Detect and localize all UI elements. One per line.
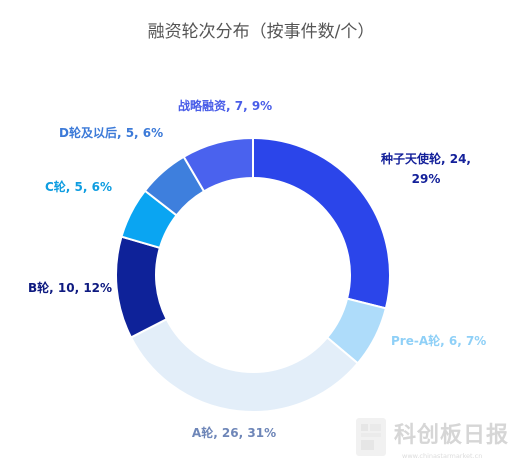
slice-1 (252, 136, 391, 310)
data-label-6: D轮及以后, 5, 6% (59, 125, 163, 140)
slice-3 (129, 317, 360, 413)
data-label-2: Pre-A轮, 6, 7% (391, 333, 486, 348)
watermark-brand: 科创板日报 (394, 423, 509, 448)
watermark: 科创板日报 www.chinastarmarket.cn (356, 418, 509, 460)
document-chart-icon (356, 418, 386, 456)
data-labels: 种子天使轮, 24, 29% Pre-A轮, 6, 7% A轮, 26, 31% B轮,… (28, 98, 486, 440)
data-label-5: C轮, 5, 6% (45, 179, 112, 194)
data-label-1: 种子天使轮, 24, 29% (380, 151, 471, 186)
donut-slices (115, 136, 391, 413)
data-label-4: B轮, 10, 12% (28, 280, 112, 295)
data-label-7: 战略融资, 7, 9% (178, 98, 272, 113)
slice-4 (115, 235, 169, 339)
data-label-3: A轮, 26, 31% (192, 425, 276, 440)
slice-7 (182, 136, 254, 193)
chart-title: 融资轮次分布（按事件数/个） (148, 22, 375, 42)
watermark-url: www.chinastarmarket.cn (402, 452, 482, 460)
